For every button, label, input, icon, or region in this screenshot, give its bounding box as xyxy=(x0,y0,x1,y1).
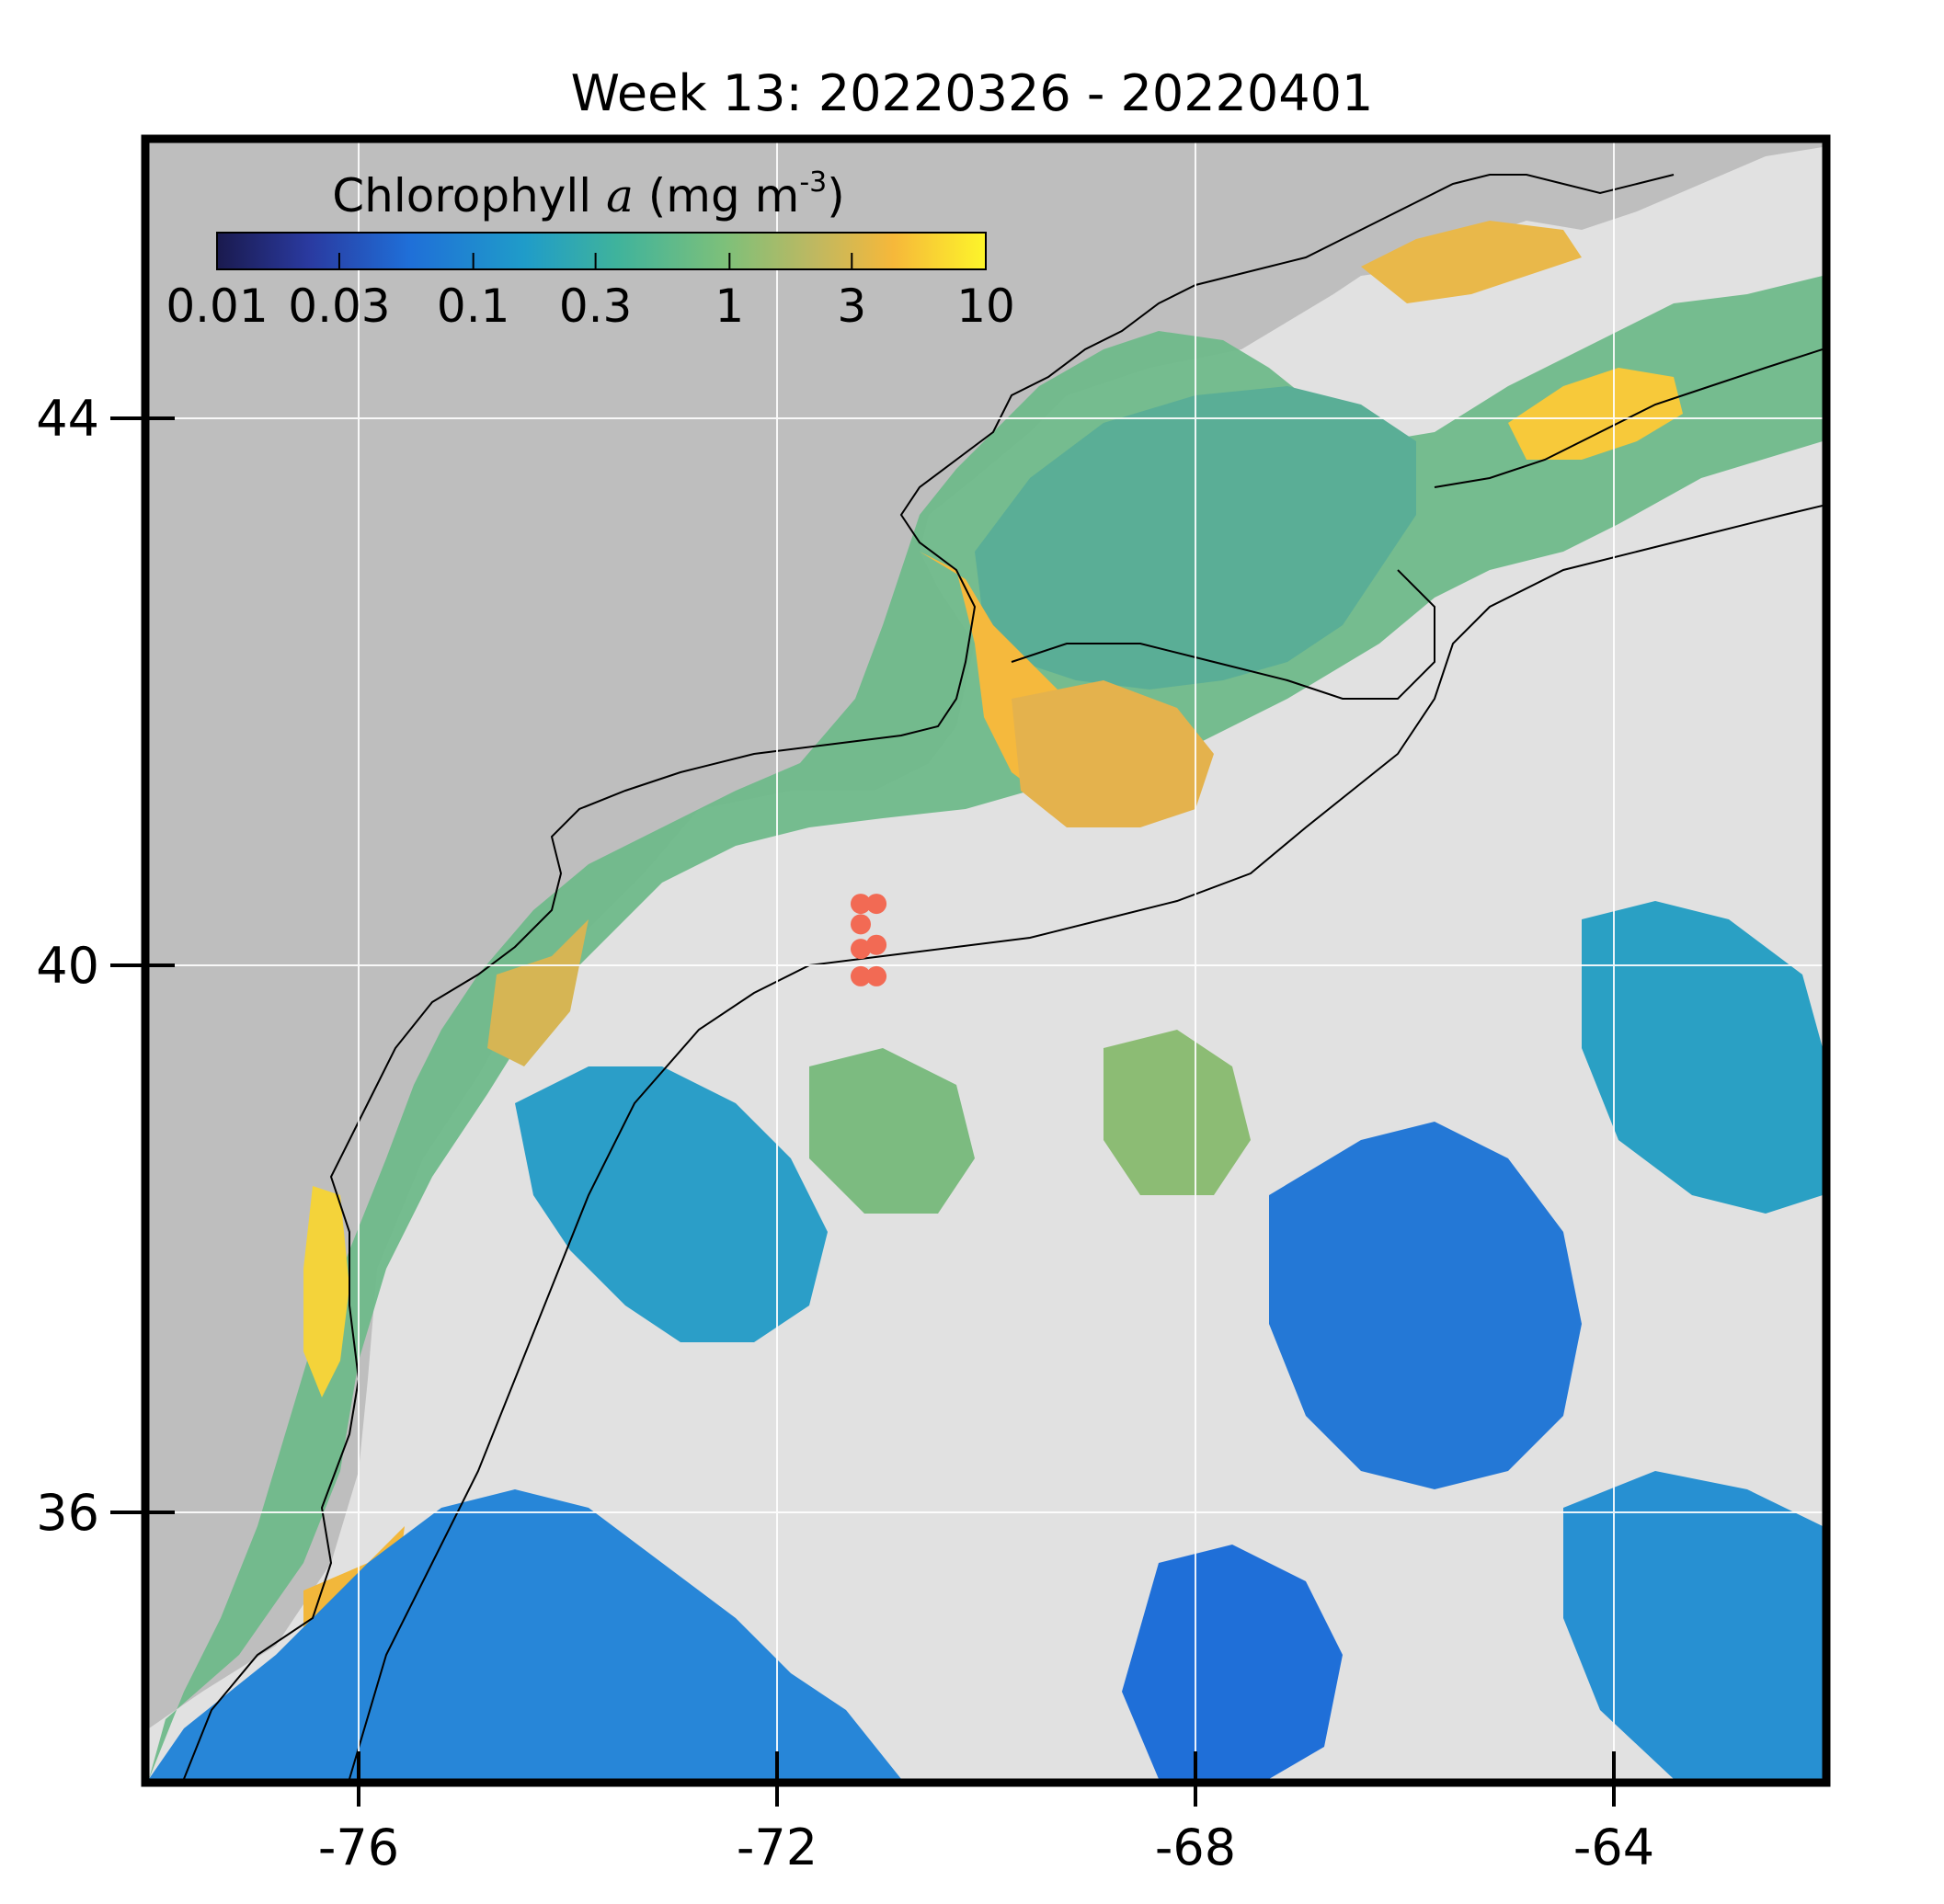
colorbar-tick-label: 0.01 xyxy=(166,279,268,333)
offshore-low-chlorophyll-slope xyxy=(515,1066,828,1342)
colorbar-label: Chlorophyll a (mg m-3) xyxy=(332,166,845,222)
georges-bank-contour xyxy=(1011,569,1435,700)
y-tick-label: 40 xyxy=(36,937,99,995)
map-plot-area xyxy=(149,143,1823,1779)
station-marker xyxy=(851,914,871,935)
x-tick-label: -64 xyxy=(1573,1818,1654,1876)
high-chlorophyll-patch-chesapeake xyxy=(303,1186,349,1397)
colorbar-tick-label: 3 xyxy=(837,279,866,333)
station-markers xyxy=(851,894,887,986)
y-tick-label: 44 xyxy=(36,390,99,448)
high-chlorophyll-patch-nova-scotia xyxy=(1508,368,1683,460)
offshore-moderate-patch-west xyxy=(809,1048,975,1214)
offshore-low-chlorophyll-se xyxy=(1122,1545,1343,1779)
colorbar-tick-label: 1 xyxy=(715,279,744,333)
offshore-moderate-patch-center xyxy=(1104,1030,1251,1195)
colorbar-tick-label: 10 xyxy=(956,279,1015,333)
x-tick-label: -68 xyxy=(1155,1818,1236,1876)
station-marker xyxy=(851,894,871,915)
x-tick-label: -76 xyxy=(318,1818,399,1876)
high-chlorophyll-patch-gulf xyxy=(1012,680,1214,827)
station-marker xyxy=(851,939,871,960)
high-chlorophyll-patch-bay-of-fundy xyxy=(1361,221,1582,303)
station-marker xyxy=(866,934,887,955)
offshore-low-chlorophyll-eddy xyxy=(1582,901,1823,1214)
colorbar-tick-label: 0.1 xyxy=(437,279,510,333)
colorbar-tick-label: 0.03 xyxy=(288,279,390,333)
x-tick-label: -72 xyxy=(737,1818,818,1876)
x-axis-ticks: -76 -72 -68 -64 xyxy=(318,1751,1654,1876)
y-axis-ticks: 44 40 36 xyxy=(36,390,175,1542)
map-frame xyxy=(141,134,1831,1787)
shelf-break-contour xyxy=(349,505,1823,1779)
map-title: Week 13: 20220326 - 20220401 xyxy=(571,64,1374,122)
high-chlorophyll-patch-nj xyxy=(487,919,589,1066)
colorbar-gradient xyxy=(216,232,987,270)
gridlines xyxy=(149,143,1823,1779)
colorbar-tick-label: 0.3 xyxy=(559,279,633,333)
y-tick-label: 36 xyxy=(36,1484,99,1542)
colorbar: Chlorophyll a (mg m-3) 0.01 0.03 0.1 0.3 1 3 1… xyxy=(166,166,1014,333)
station-marker xyxy=(851,965,871,986)
offshore-low-chlorophyll-east xyxy=(1269,1122,1582,1489)
offshore-low-chlorophyll-far-east xyxy=(1563,1471,1823,1779)
station-marker xyxy=(866,965,887,986)
offshore-low-chlorophyll-south xyxy=(149,1489,901,1779)
coastline-us-east xyxy=(183,174,1675,1779)
station-marker xyxy=(866,894,887,915)
colorbar-ticks: 0.01 0.03 0.1 0.3 1 3 10 xyxy=(166,253,1015,333)
